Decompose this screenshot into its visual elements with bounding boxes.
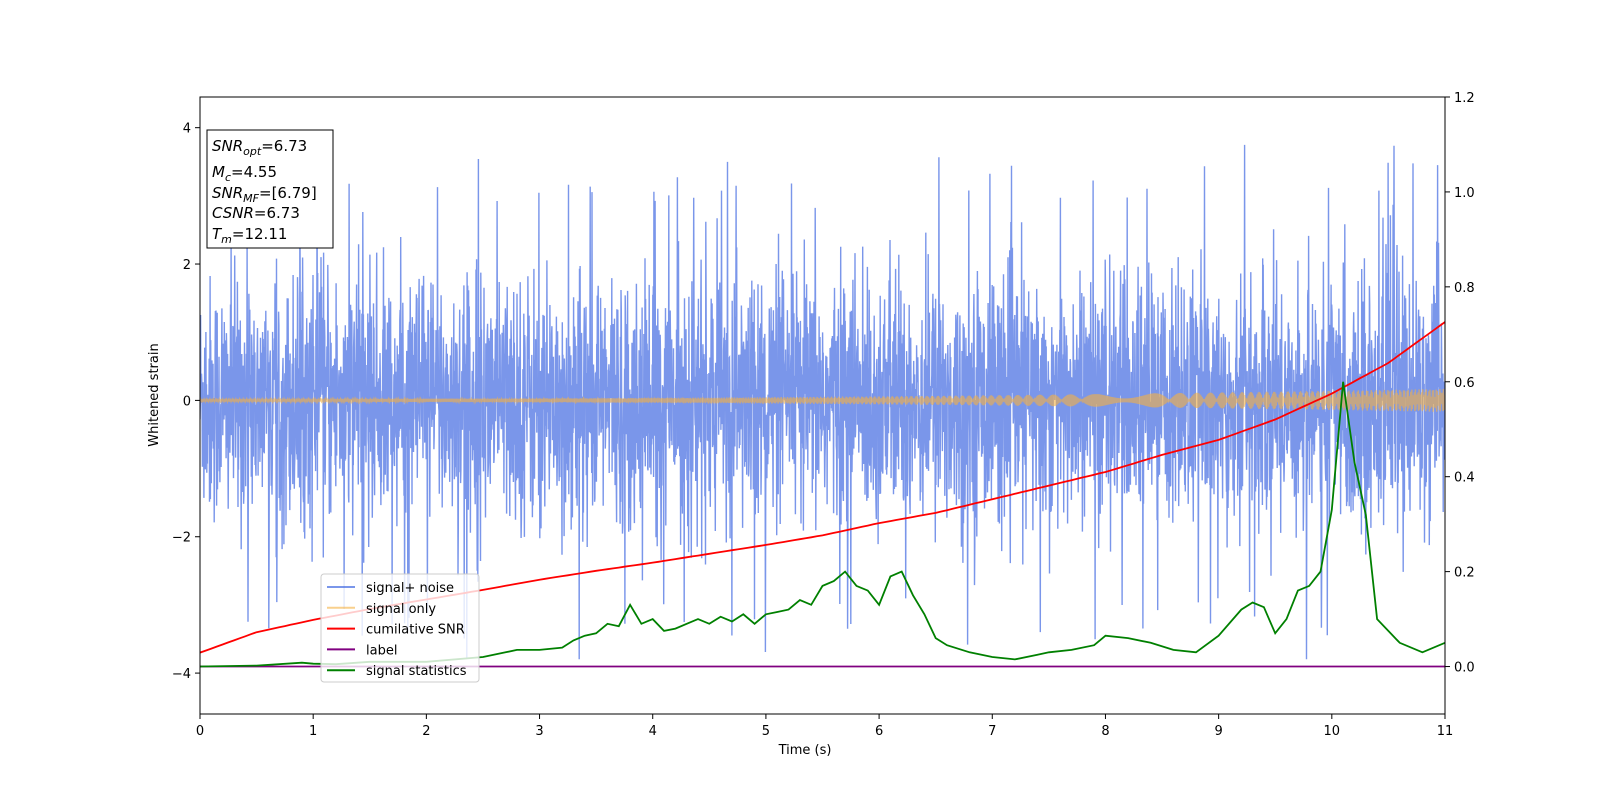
x-tick-label: 9 xyxy=(1214,724,1222,739)
legend-label-label: label xyxy=(366,643,397,658)
info-line-tm: Tm=12.11 xyxy=(212,225,287,246)
info-line-snr-mf: SNRMF=[6.79] xyxy=(212,184,317,205)
series-signal-only xyxy=(200,388,1445,412)
x-tick-label: 7 xyxy=(988,724,996,739)
y2-tick-label: 0.0 xyxy=(1454,661,1475,676)
x-tick-label: 8 xyxy=(1101,724,1109,739)
y2-tick-label: 0.6 xyxy=(1454,376,1475,391)
x-tick-label: 1 xyxy=(309,724,317,739)
x-tick-label: 11 xyxy=(1437,724,1454,739)
y-tick-label: 0 xyxy=(183,394,191,409)
y2-tick-label: 0.4 xyxy=(1454,471,1475,486)
y-tick-label: −4 xyxy=(172,667,191,682)
x-tick-label: 0 xyxy=(196,724,204,739)
y-tick-label: 4 xyxy=(183,122,191,137)
legend-label-cumilative-snr: cumilative SNR xyxy=(366,623,465,638)
info-line-mc: Mc=4.55 xyxy=(212,163,277,184)
axes-layer: 0 1 2 3 4 5 6 7 8 9 10 11 4 2 0 −2 −4 1.2 1.0 0.8 0.6 0.4 0.2 0… xyxy=(172,91,1475,739)
legend-label-signal-only: signal only xyxy=(366,602,436,617)
series-signal-statistics xyxy=(200,381,1445,668)
legend-label-signal-statistics: signal statistics xyxy=(366,664,467,679)
y-tick-label: −2 xyxy=(172,531,191,546)
info-line-csnr: CSNR=6.73 xyxy=(212,204,300,222)
y-axis-label: Whitened strain xyxy=(147,343,162,446)
legend: signal+ noise signal only cumilative SNR la… xyxy=(320,573,480,683)
plot-frame xyxy=(199,96,1446,715)
info-box-frame xyxy=(206,129,334,249)
y2-tick-label: 0.2 xyxy=(1454,566,1475,581)
info-line-snr-opt: SNRopt=6.73 xyxy=(212,137,307,158)
x-tick-label: 3 xyxy=(535,724,543,739)
y2-tick-label: 0.8 xyxy=(1454,281,1475,296)
x-tick-label: 10 xyxy=(1324,724,1341,739)
legend-label-signal-noise: signal+ noise xyxy=(366,581,454,596)
x-tick-label: 2 xyxy=(422,724,430,739)
x-tick-label: 5 xyxy=(762,724,770,739)
x-tick-label: 6 xyxy=(875,724,883,739)
y2-tick-label: 1.0 xyxy=(1454,186,1475,201)
y-tick-label: 2 xyxy=(183,258,191,273)
x-axis-label: Time (s) xyxy=(778,743,832,758)
legend-frame xyxy=(320,573,480,683)
x-tick-label: 4 xyxy=(649,724,657,739)
y2-tick-label: 1.2 xyxy=(1454,91,1475,106)
